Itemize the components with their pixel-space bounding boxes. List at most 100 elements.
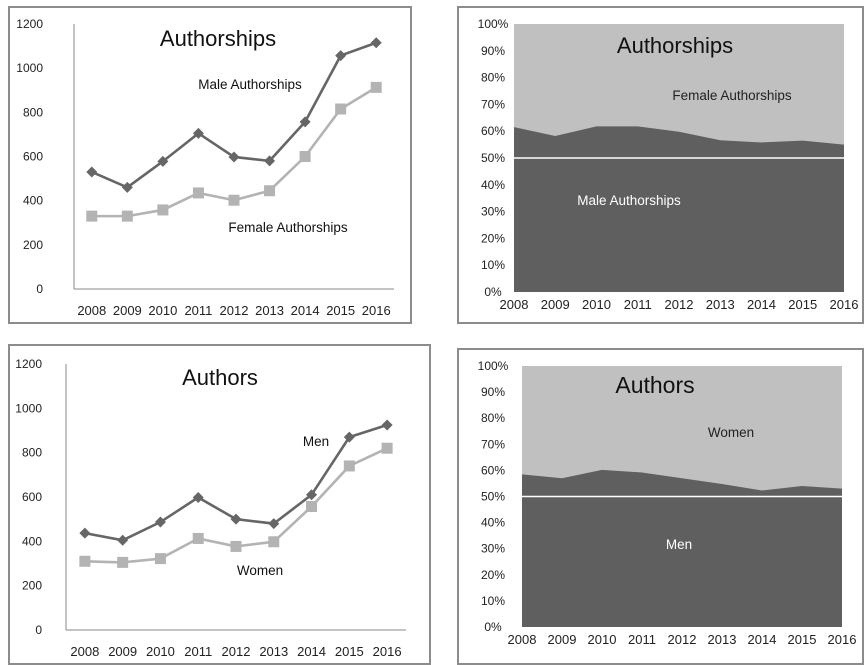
series-label: Female Authorships (228, 220, 348, 235)
series-label: Women (708, 425, 754, 440)
y-tick-label: 40% (481, 178, 505, 192)
y-tick-label: 600 (22, 490, 42, 504)
data-point (192, 127, 204, 139)
x-tick-label: 2010 (582, 297, 611, 312)
authors-area-chart-panel: 0% 10% 20% 30% 40% 50% 60% 70% 80% 90% 100% 2008 200… (457, 348, 864, 665)
y-tick-label: 60% (481, 463, 505, 477)
data-point (264, 155, 276, 167)
y-tick-label: 800 (22, 446, 42, 460)
x-tick-label: 2008 (77, 303, 106, 318)
data-point (228, 151, 240, 163)
data-point (154, 553, 166, 565)
x-tick-label: 2008 (500, 297, 529, 312)
data-point (157, 155, 169, 167)
x-tick-label: 2011 (624, 297, 652, 312)
x-tick-label: 2012 (668, 632, 697, 647)
data-point (306, 489, 318, 501)
series-label: Women (237, 563, 283, 578)
y-tick-label: 400 (22, 534, 42, 548)
x-tick-label: 2011 (184, 644, 212, 659)
y-tick-label: 60% (481, 124, 505, 138)
y-tick-label: 1200 (15, 357, 42, 371)
y-tick-label: 600 (23, 150, 43, 164)
x-tick-label: 2010 (588, 632, 617, 647)
x-tick-label: 2013 (706, 297, 735, 312)
data-point (86, 166, 98, 178)
series-label: Female Authorships (672, 88, 792, 103)
data-point (154, 516, 166, 528)
x-tick-label: 2010 (146, 644, 175, 659)
y-tick-label: 90% (481, 44, 505, 58)
data-point (268, 536, 280, 548)
x-tick-label: 2008 (508, 632, 537, 647)
x-tick-label: 2011 (184, 303, 212, 318)
y-tick-label: 50% (481, 490, 505, 504)
chart-title: Authors (182, 365, 258, 390)
authorships-area-chart: 0% 10% 20% 30% 40% 50% 60% 70% 80% 90% 100% 2008 200… (478, 17, 859, 312)
x-tick-label: 2014 (291, 303, 320, 318)
data-point (192, 187, 204, 199)
authors-area-chart: 0% 10% 20% 30% 40% 50% 60% 70% 80% 90% 100% 2008 200… (478, 359, 857, 647)
series-label: Men (666, 537, 692, 552)
data-point (335, 103, 347, 115)
data-point (117, 534, 129, 546)
data-point (121, 181, 133, 193)
y-tick-label: 80% (481, 411, 505, 425)
x-tick-label: 2012 (220, 303, 249, 318)
authorships-line-chart: 0 200 400 600 800 1000 1200 2008 2009 2010 2011 201… (16, 17, 394, 318)
y-tick-label: 10% (481, 594, 505, 608)
data-point (299, 116, 311, 128)
y-tick-label: 1200 (16, 17, 43, 31)
x-tick-label: 2009 (548, 632, 577, 647)
y-tick-label: 30% (481, 205, 505, 219)
authors-line-chart-panel: 0 200 400 600 800 1000 1200 2008 2009 2010 2011 201… (8, 344, 431, 665)
x-tick-label: 2014 (747, 297, 776, 312)
y-tick-label: 100% (478, 359, 509, 373)
y-tick-label: 10% (481, 258, 505, 272)
data-point (117, 556, 129, 568)
data-point (306, 501, 318, 513)
authorships-line-chart-panel: 0 200 400 600 800 1000 1200 2008 2009 2010 2011 201… (8, 6, 412, 324)
y-tick-label: 0 (35, 623, 42, 637)
x-tick-label: 2009 (541, 297, 570, 312)
authors-line-chart: 0 200 400 600 800 1000 1200 2008 2009 2010 2011 201… (15, 357, 406, 659)
x-tick-label: 2016 (828, 632, 857, 647)
area-series-bottom (514, 126, 844, 292)
x-tick-label: 2014 (748, 632, 777, 647)
y-tick-label: 80% (481, 71, 505, 85)
authorships-area-chart-panel: 0% 10% 20% 30% 40% 50% 60% 70% 80% 90% 100% 2008 200… (457, 6, 864, 324)
data-point (343, 431, 355, 443)
data-point (79, 555, 91, 567)
x-tick-label: 2013 (708, 632, 737, 647)
y-tick-label: 800 (23, 105, 43, 119)
y-tick-label: 1000 (15, 401, 42, 415)
y-tick-label: 200 (23, 238, 43, 252)
y-tick-label: 0% (484, 620, 502, 634)
y-tick-label: 0 (36, 282, 43, 296)
area-series-bottom (522, 469, 842, 627)
data-point (230, 513, 242, 525)
x-tick-label: 2016 (373, 644, 402, 659)
y-tick-label: 20% (481, 568, 505, 582)
x-tick-label: 2013 (255, 303, 284, 318)
x-tick-label: 2014 (297, 644, 326, 659)
x-tick-label: 2016 (830, 297, 859, 312)
data-point (192, 491, 204, 503)
data-point (343, 460, 355, 472)
y-tick-label: 200 (22, 579, 42, 593)
y-tick-label: 100% (478, 17, 509, 31)
data-point (381, 442, 393, 454)
data-point (228, 194, 240, 206)
x-tick-label: 2009 (113, 303, 142, 318)
y-tick-label: 70% (481, 437, 505, 451)
x-tick-label: 2015 (788, 632, 817, 647)
y-tick-label: 90% (481, 385, 505, 399)
x-tick-label: 2009 (108, 644, 137, 659)
x-tick-label: 2015 (335, 644, 364, 659)
data-point (370, 81, 382, 93)
x-tick-label: 2010 (148, 303, 177, 318)
y-tick-label: 1000 (16, 61, 43, 75)
y-tick-label: 400 (23, 194, 43, 208)
y-tick-label: 0% (484, 285, 502, 299)
data-point (192, 532, 204, 544)
